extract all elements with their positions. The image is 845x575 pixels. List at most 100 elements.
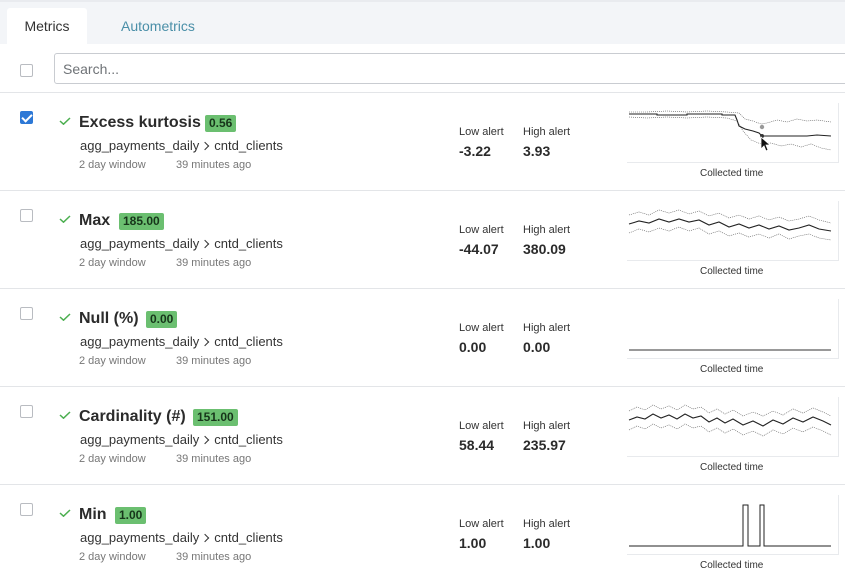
metric-name: Min bbox=[79, 506, 107, 523]
high-alert-value: 380.09 bbox=[523, 241, 566, 257]
high-alert-label: High alert bbox=[523, 518, 571, 530]
metric-value-badge: 0.00 bbox=[146, 311, 178, 328]
low-alert-value: 1.00 bbox=[459, 535, 487, 551]
chevron-right-icon bbox=[201, 337, 210, 347]
high-alert-value: 0.00 bbox=[523, 339, 551, 355]
tab-autometrics[interactable]: Autometrics bbox=[121, 18, 195, 34]
upper-bound-line bbox=[628, 209, 832, 224]
high-alert-label: High alert bbox=[523, 224, 571, 236]
metric-line bbox=[628, 218, 832, 232]
high-alert-value: 3.93 bbox=[523, 143, 551, 159]
x-axis-label: Collected time bbox=[700, 364, 764, 375]
column-name: cntd_clients bbox=[214, 236, 283, 251]
select-all-checkbox[interactable] bbox=[20, 64, 33, 77]
tab-metrics[interactable]: Metrics bbox=[7, 8, 87, 46]
sparkline-chart[interactable] bbox=[627, 103, 839, 163]
metric-path: agg_payments_daily cntd_clients bbox=[80, 432, 283, 447]
column-name: cntd_clients bbox=[214, 138, 283, 153]
metric-name: Null (%) bbox=[79, 310, 139, 327]
check-icon bbox=[59, 117, 71, 125]
hover-point bbox=[759, 124, 765, 130]
high-alert-label: High alert bbox=[523, 322, 571, 334]
search-input[interactable] bbox=[54, 53, 845, 84]
metric-value-badge: 1.00 bbox=[115, 507, 147, 524]
metric-value-badge: 0.56 bbox=[205, 115, 237, 132]
metric-path: agg_payments_daily cntd_clients bbox=[80, 530, 283, 545]
tab-bar: Metrics Autometrics bbox=[0, 0, 845, 46]
lower-bound-line bbox=[628, 226, 832, 241]
metric-value-badge: 151.00 bbox=[193, 409, 238, 426]
row-checkbox[interactable] bbox=[20, 503, 33, 516]
table-name: agg_payments_daily bbox=[80, 432, 200, 447]
chevron-right-icon bbox=[201, 533, 210, 543]
metric-path: agg_payments_daily cntd_clients bbox=[80, 334, 283, 349]
row-checkbox[interactable] bbox=[20, 307, 33, 320]
metric-line bbox=[628, 413, 832, 427]
sparkline-chart[interactable] bbox=[627, 201, 839, 261]
metric-name: Cardinality (#) bbox=[79, 408, 186, 425]
low-alert-label: Low alert bbox=[459, 126, 504, 138]
metric-name: Excess kurtosis bbox=[79, 114, 201, 131]
upper-bound-line bbox=[629, 110, 832, 125]
low-alert-label: Low alert bbox=[459, 420, 504, 432]
metric-timestamp: 39 minutes ago bbox=[176, 453, 252, 465]
high-alert-value: 235.97 bbox=[523, 437, 566, 453]
table-name: agg_payments_daily bbox=[80, 138, 200, 153]
metric-row[interactable]: Cardinality (#) 151.00 agg_payments_dail… bbox=[0, 387, 845, 485]
x-axis-label: Collected time bbox=[700, 560, 764, 571]
table-name: agg_payments_daily bbox=[80, 236, 200, 251]
sparkline-chart[interactable] bbox=[627, 397, 839, 457]
row-checkbox[interactable] bbox=[20, 111, 33, 124]
low-alert-value: -44.07 bbox=[459, 241, 499, 257]
low-alert-value: -3.22 bbox=[459, 143, 491, 159]
check-icon bbox=[59, 313, 71, 321]
column-name: cntd_clients bbox=[214, 530, 283, 545]
upper-bound-line bbox=[628, 404, 832, 417]
metric-window: 2 day window bbox=[79, 355, 146, 367]
low-alert-label: Low alert bbox=[459, 224, 504, 236]
chevron-right-icon bbox=[201, 141, 210, 151]
metric-window: 2 day window bbox=[79, 453, 146, 465]
x-axis-label: Collected time bbox=[700, 266, 764, 277]
column-name: cntd_clients bbox=[214, 432, 283, 447]
chevron-right-icon bbox=[201, 239, 210, 249]
metric-row[interactable]: Max 185.00 agg_payments_daily cntd_client… bbox=[0, 191, 845, 289]
metric-timestamp: 39 minutes ago bbox=[176, 257, 252, 269]
check-icon bbox=[59, 215, 71, 223]
lower-bound-line bbox=[628, 116, 832, 151]
check-icon bbox=[59, 411, 71, 419]
metric-line bbox=[629, 504, 831, 547]
low-alert-label: Low alert bbox=[459, 518, 504, 530]
low-alert-label: Low alert bbox=[459, 322, 504, 334]
metric-value-badge: 185.00 bbox=[119, 213, 164, 230]
metric-timestamp: 39 minutes ago bbox=[176, 159, 252, 171]
high-alert-label: High alert bbox=[523, 420, 571, 432]
low-alert-value: 58.44 bbox=[459, 437, 495, 453]
metric-row[interactable]: Min 1.00 agg_payments_daily cntd_clients … bbox=[0, 485, 845, 575]
chevron-right-icon bbox=[201, 435, 210, 445]
sparkline-chart[interactable] bbox=[627, 299, 839, 359]
sparkline-chart[interactable] bbox=[627, 495, 839, 555]
metric-window: 2 day window bbox=[79, 257, 146, 269]
metric-window: 2 day window bbox=[79, 551, 146, 563]
row-checkbox[interactable] bbox=[20, 209, 33, 222]
metric-path: agg_payments_daily cntd_clients bbox=[80, 236, 283, 251]
lower-bound-line bbox=[628, 423, 832, 437]
metric-row[interactable]: Null (%) 0.00 agg_payments_daily cntd_cli… bbox=[0, 289, 845, 387]
metric-timestamp: 39 minutes ago bbox=[176, 355, 252, 367]
row-checkbox[interactable] bbox=[20, 405, 33, 418]
metric-line bbox=[629, 113, 832, 137]
metric-timestamp: 39 minutes ago bbox=[176, 551, 252, 563]
check-icon bbox=[59, 509, 71, 517]
high-alert-label: High alert bbox=[523, 126, 571, 138]
metric-window: 2 day window bbox=[79, 159, 146, 171]
toolbar bbox=[0, 44, 845, 93]
high-alert-value: 1.00 bbox=[523, 535, 551, 551]
low-alert-value: 0.00 bbox=[459, 339, 487, 355]
metric-path: agg_payments_daily cntd_clients bbox=[80, 138, 283, 153]
metric-row[interactable]: Excess kurtosis 0.56 agg_payments_daily c… bbox=[0, 93, 845, 191]
x-axis-label: Collected time bbox=[700, 168, 764, 179]
x-axis-label: Collected time bbox=[700, 462, 764, 473]
column-name: cntd_clients bbox=[214, 334, 283, 349]
metric-name: Max bbox=[79, 212, 111, 229]
